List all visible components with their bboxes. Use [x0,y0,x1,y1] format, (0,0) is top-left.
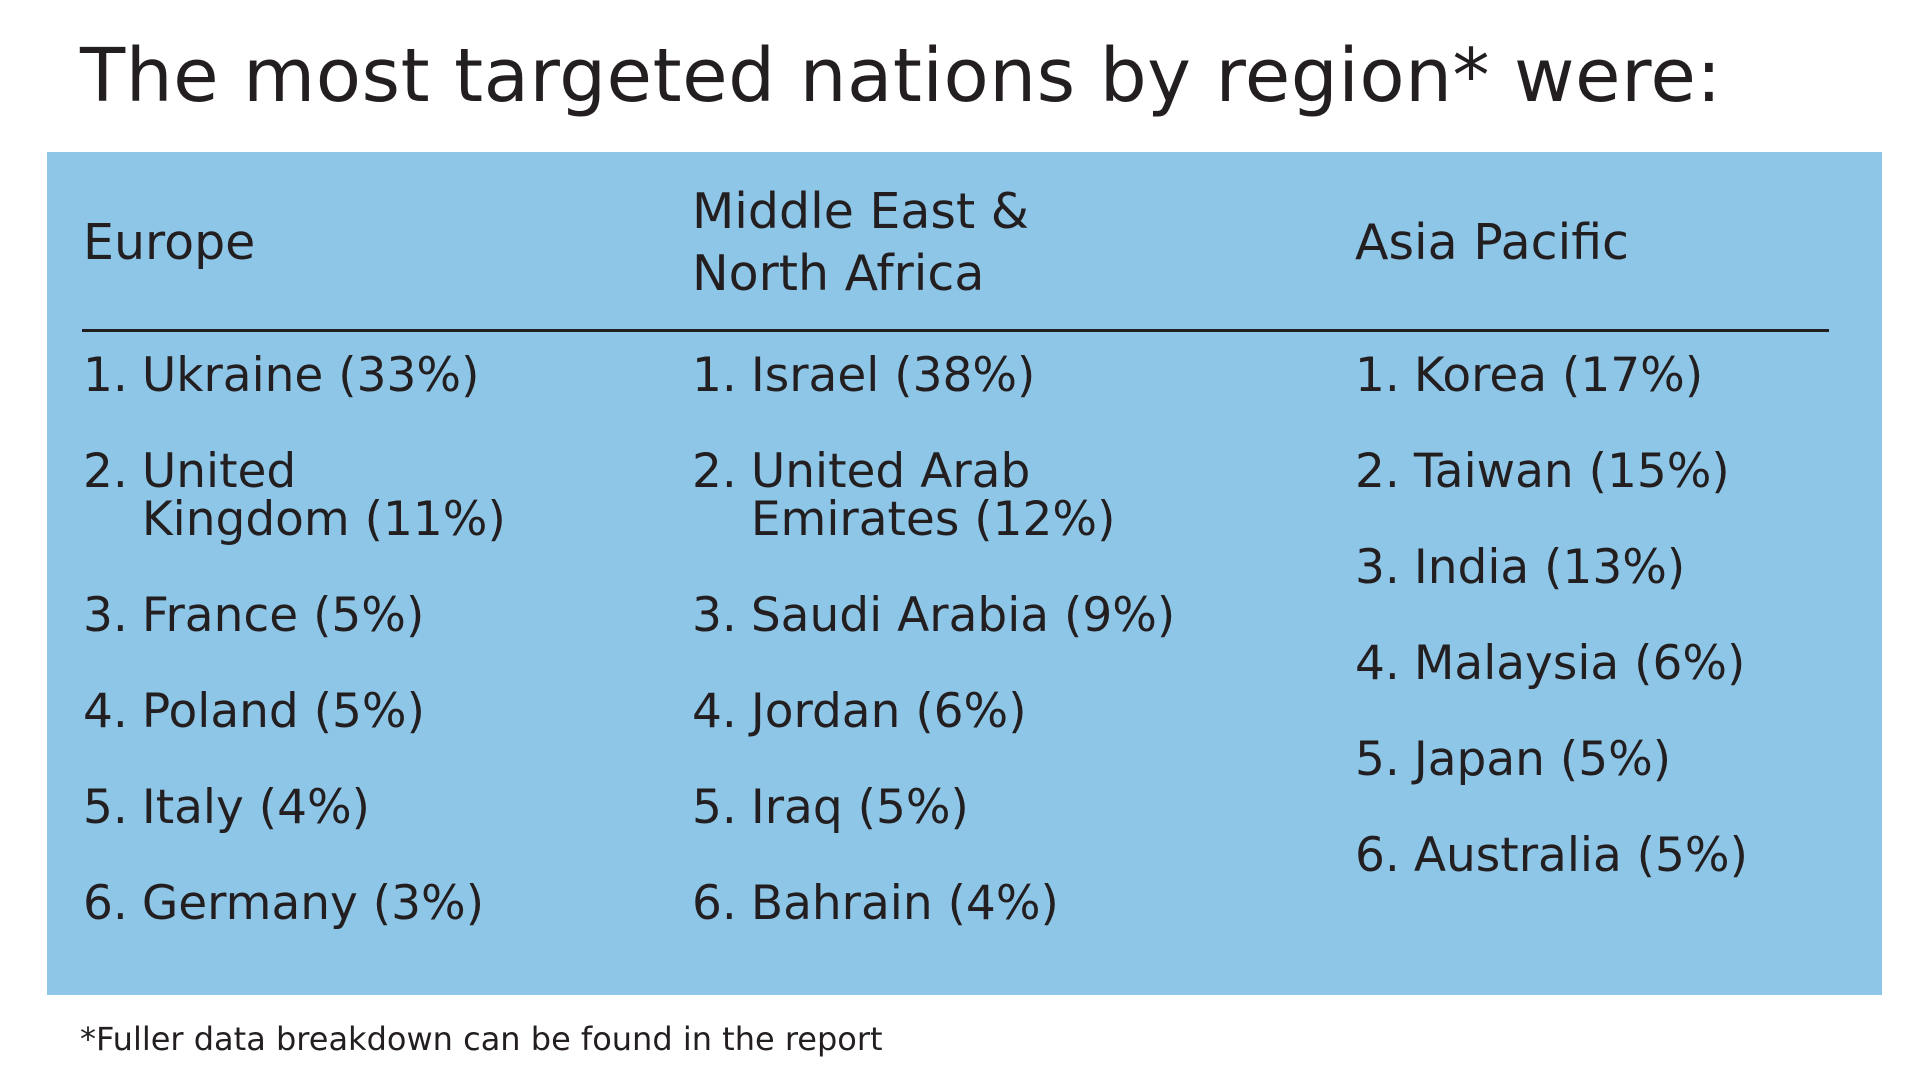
rank-number: 2. [1355,444,1400,499]
rank-number: 2. [692,444,737,499]
list-item: 2. United Arab Emirates (12%) [692,448,1175,544]
page-title: The most targeted nations by region* wer… [80,33,1722,119]
country-label: Bahrain (4%) [750,876,1059,931]
header-divider [82,329,1829,332]
list-item: 4. Jordan (6%) [692,688,1175,736]
rank-number: 6. [692,876,737,931]
country-label: United Arab Emirates (12%) [750,444,1116,547]
country-label: Japan (5%) [1413,732,1672,787]
list-item: 5. Italy (4%) [83,784,506,832]
region-heading-mena: Middle East & North Africa [692,182,1029,302]
country-label: Saudi Arabia (9%) [750,588,1176,643]
rank-list-mena: 1. Israel (38%) 2. United Arab Emirates (1… [692,352,1175,976]
rank-number: 3. [1355,540,1400,595]
rank-number: 3. [83,588,128,643]
region-heading-europe: Europe [83,213,256,271]
regions-panel: Europe 1. Ukraine (33%) 2. United Kingdom … [47,152,1882,995]
list-item: 4. Poland (5%) [83,688,506,736]
list-item: 3. France (5%) [83,592,506,640]
country-label: France (5%) [141,588,425,643]
rank-number: 4. [692,684,737,739]
country-label: Ukraine (33%) [141,348,480,403]
list-item: 5. Iraq (5%) [692,784,1175,832]
country-label: Australia (5%) [1413,828,1748,883]
rank-number: 5. [83,780,128,835]
rank-number: 2. [83,444,128,499]
list-item: 1. Israel (38%) [692,352,1175,400]
rank-number: 1. [83,348,128,403]
country-label: Jordan (6%) [750,684,1027,739]
list-item: 3. India (13%) [1355,544,1748,592]
list-item: 6. Germany (3%) [83,880,506,928]
rank-list-asia-pacific: 1. Korea (17%) 2. Taiwan (15%) 3. India (13… [1355,352,1748,928]
country-label: Taiwan (15%) [1413,444,1730,499]
rank-number: 6. [1355,828,1400,883]
country-label: Poland (5%) [141,684,425,739]
rank-number: 3. [692,588,737,643]
rank-number: 4. [1355,636,1400,691]
country-label: Israel (38%) [750,348,1036,403]
list-item: 6. Australia (5%) [1355,832,1748,880]
footnote: *Fuller data breakdown can be found in t… [80,1020,883,1058]
country-label: Italy (4%) [141,780,370,835]
country-label: Germany (3%) [141,876,485,931]
list-item: 2. Taiwan (15%) [1355,448,1748,496]
list-item: 1. Korea (17%) [1355,352,1748,400]
country-label: Malaysia (6%) [1413,636,1746,691]
list-item: 3. Saudi Arabia (9%) [692,592,1175,640]
rank-number: 4. [83,684,128,739]
region-heading-asia-pacific: Asia Pacific [1355,213,1629,271]
rank-number: 5. [1355,732,1400,787]
rank-number: 1. [692,348,737,403]
rank-number: 1. [1355,348,1400,403]
list-item: 6. Bahrain (4%) [692,880,1175,928]
rank-list-europe: 1. Ukraine (33%) 2. United Kingdom (11%) 3… [83,352,506,976]
country-label: Korea (17%) [1413,348,1704,403]
country-label: Iraq (5%) [750,780,969,835]
country-label: India (13%) [1413,540,1686,595]
list-item: 2. United Kingdom (11%) [83,448,506,544]
rank-number: 6. [83,876,128,931]
rank-number: 5. [692,780,737,835]
list-item: 4. Malaysia (6%) [1355,640,1748,688]
list-item: 1. Ukraine (33%) [83,352,506,400]
country-label: United Kingdom (11%) [141,444,506,547]
list-item: 5. Japan (5%) [1355,736,1748,784]
